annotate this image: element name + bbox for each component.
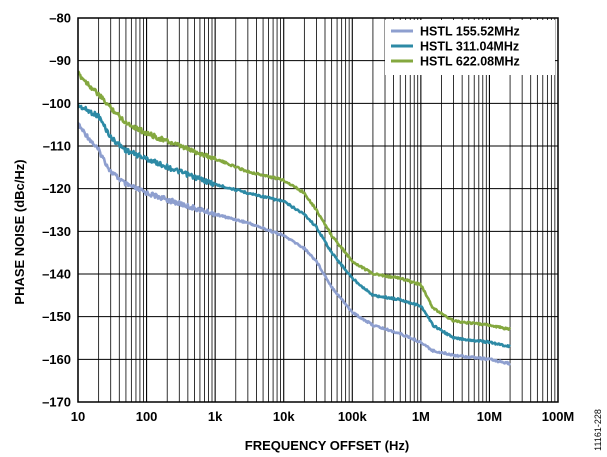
y-tick-label: –130 bbox=[42, 224, 71, 239]
y-tick-label: –140 bbox=[42, 267, 71, 282]
legend-label: HSTL 622.08MHz bbox=[420, 55, 520, 69]
y-tick-label: –90 bbox=[49, 53, 71, 68]
legend-label: HSTL 311.04MHz bbox=[420, 40, 519, 54]
y-tick-label: –170 bbox=[42, 395, 71, 410]
x-tick-labels: 10 100 1k 10k 100k 1M 10M 100M bbox=[71, 409, 575, 424]
x-tick-label: 100 bbox=[136, 409, 158, 424]
legend-label: HSTL 155.52MHz bbox=[420, 25, 520, 39]
x-axis-title: FREQUENCY OFFSET (Hz) bbox=[245, 438, 409, 453]
legend-box bbox=[385, 20, 555, 75]
series-curves bbox=[78, 70, 512, 366]
y-tick-label: –100 bbox=[42, 96, 71, 111]
x-tick-label: 10M bbox=[477, 409, 502, 424]
x-tick-label: 1k bbox=[208, 409, 223, 424]
y-axis-title: PHASE NOISE (dBc/Hz) bbox=[12, 159, 27, 304]
y-tick-label: –80 bbox=[49, 11, 71, 26]
plot-frame bbox=[77, 17, 559, 403]
x-tick-label: 10k bbox=[273, 409, 295, 424]
x-tick-label: 1M bbox=[412, 409, 430, 424]
series-line bbox=[78, 70, 512, 331]
x-tick-label: 100k bbox=[338, 409, 368, 424]
x-tick-label: 100M bbox=[542, 409, 575, 424]
x-tick-label: 10 bbox=[71, 409, 85, 424]
y-tick-label: –150 bbox=[42, 309, 71, 324]
y-tick-labels: –80 –90 –100 –110 –120 –130 –140 –150 –160 –170 bbox=[42, 11, 71, 410]
figure-id: 11161-228 bbox=[593, 409, 603, 451]
y-tick-label: –160 bbox=[42, 352, 71, 367]
series-line bbox=[78, 122, 512, 366]
grid-lines bbox=[77, 17, 558, 403]
y-tick-label: –110 bbox=[43, 139, 71, 154]
y-tick-label: –120 bbox=[42, 181, 71, 196]
series-line bbox=[78, 103, 512, 349]
